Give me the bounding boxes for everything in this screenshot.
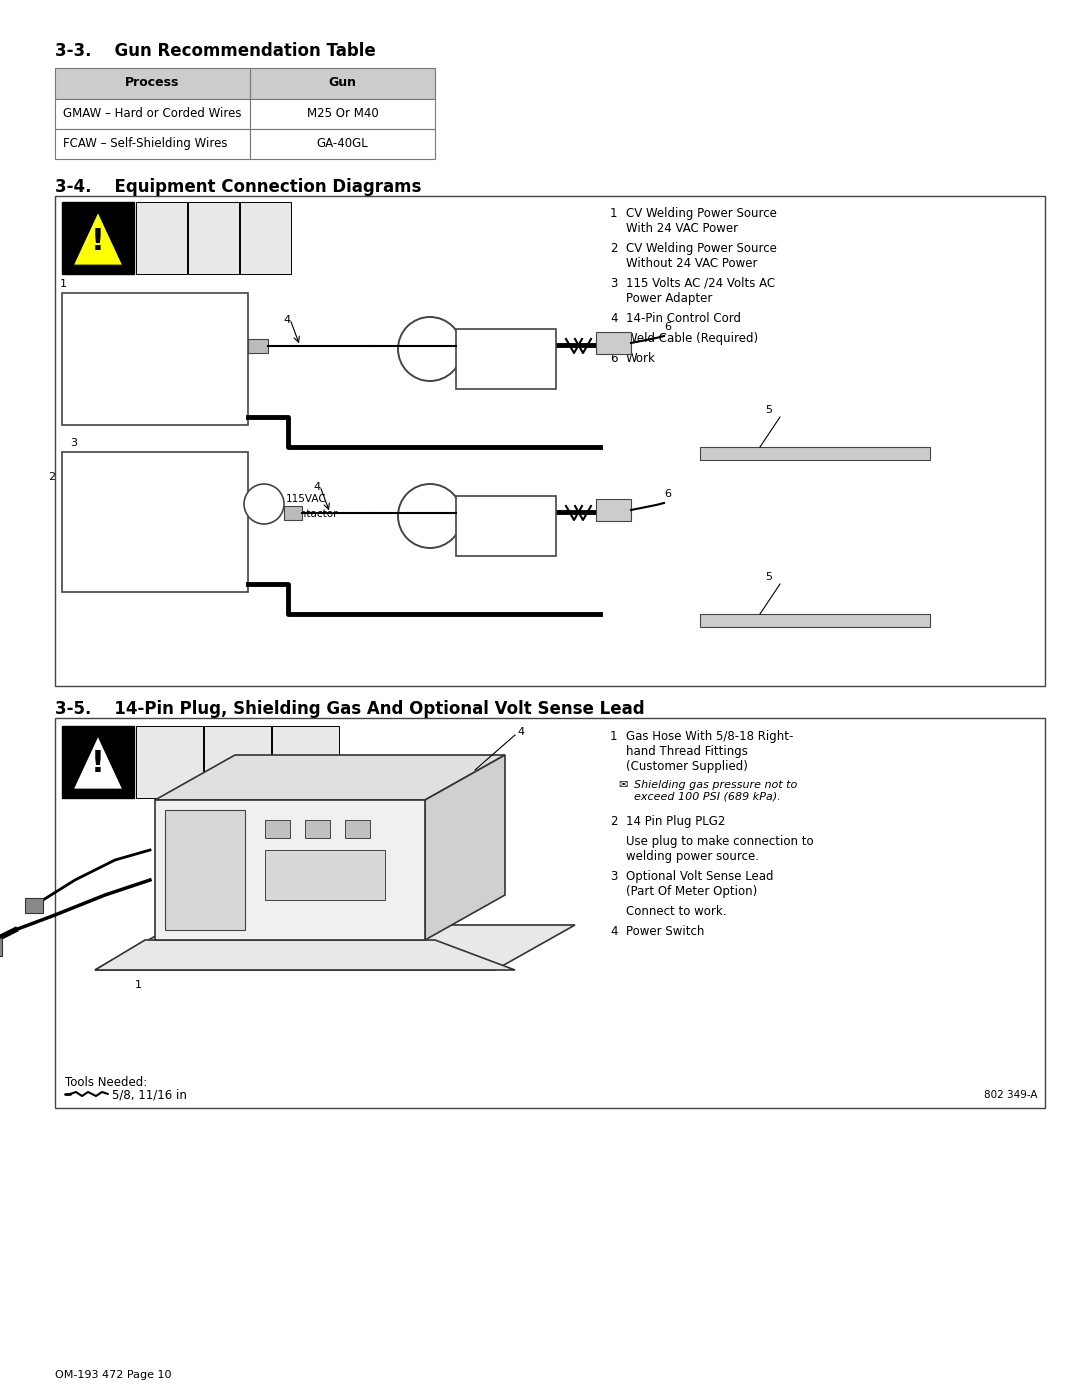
Text: 6: 6 xyxy=(664,321,671,332)
Bar xyxy=(62,453,248,592)
Text: 3: 3 xyxy=(610,870,618,883)
Text: ✉: ✉ xyxy=(618,780,627,789)
Text: GA-40GL: GA-40GL xyxy=(316,137,368,149)
Bar xyxy=(136,726,203,798)
Text: M25 Or M40: M25 Or M40 xyxy=(307,108,378,120)
Bar xyxy=(596,332,631,353)
Text: 5: 5 xyxy=(610,332,618,345)
Polygon shape xyxy=(95,925,575,970)
Circle shape xyxy=(399,483,462,548)
Bar xyxy=(62,293,248,425)
Text: !: ! xyxy=(91,750,105,778)
Text: 6: 6 xyxy=(664,489,671,499)
Bar xyxy=(136,203,187,274)
Bar xyxy=(55,718,1045,1108)
Bar xyxy=(345,820,370,838)
Bar xyxy=(0,937,2,956)
Text: Gas Hose With 5/8-18 Right-
hand Thread Fittings
(Customer Supplied): Gas Hose With 5/8-18 Right- hand Thread … xyxy=(626,731,794,773)
Bar xyxy=(156,800,426,940)
Text: 5: 5 xyxy=(765,405,772,415)
Polygon shape xyxy=(95,940,515,970)
Text: 1: 1 xyxy=(60,279,67,289)
Text: 3-3.    Gun Recommendation Table: 3-3. Gun Recommendation Table xyxy=(55,42,376,60)
Bar xyxy=(284,506,302,520)
Text: 3-5.    14-Pin Plug, Shielding Gas And Optional Volt Sense Lead: 3-5. 14-Pin Plug, Shielding Gas And Opti… xyxy=(55,700,645,718)
Bar xyxy=(62,726,134,798)
Text: 1: 1 xyxy=(610,731,618,743)
Text: 6: 6 xyxy=(610,352,618,365)
Bar xyxy=(596,499,631,521)
Bar xyxy=(700,447,930,460)
Text: 1: 1 xyxy=(610,207,618,219)
Text: Use plug to make connection to
welding power source.: Use plug to make connection to welding p… xyxy=(626,835,813,863)
Text: Work: Work xyxy=(626,352,656,365)
Bar xyxy=(248,339,268,353)
Bar xyxy=(700,615,930,627)
Bar xyxy=(62,203,134,274)
Bar xyxy=(305,820,330,838)
Bar xyxy=(55,129,249,159)
Bar xyxy=(249,99,435,129)
Text: 2: 2 xyxy=(610,242,618,256)
Text: OM-193 472 Page 10: OM-193 472 Page 10 xyxy=(55,1370,172,1380)
Text: !: ! xyxy=(91,228,105,257)
Text: 4: 4 xyxy=(283,314,291,326)
Bar xyxy=(165,810,245,930)
Bar xyxy=(188,203,239,274)
Text: 2: 2 xyxy=(48,472,55,482)
Text: 5: 5 xyxy=(765,571,772,583)
Bar xyxy=(25,898,43,914)
Text: 115VAC: 115VAC xyxy=(286,495,327,504)
Text: 4: 4 xyxy=(517,726,524,738)
Bar xyxy=(265,820,291,838)
Polygon shape xyxy=(156,754,505,800)
Text: 4: 4 xyxy=(610,925,618,937)
Bar xyxy=(55,196,1045,686)
Polygon shape xyxy=(426,754,505,940)
Text: Weld Cable (Required): Weld Cable (Required) xyxy=(626,332,758,345)
Circle shape xyxy=(244,483,284,524)
Text: Tools Needed:: Tools Needed: xyxy=(65,1076,147,1090)
Bar xyxy=(456,330,556,388)
Text: 14-Pin Control Cord: 14-Pin Control Cord xyxy=(626,312,741,326)
Text: 14 Pin Plug PLG2: 14 Pin Plug PLG2 xyxy=(626,814,726,828)
Text: CV Welding Power Source
Without 24 VAC Power: CV Welding Power Source Without 24 VAC P… xyxy=(626,242,777,270)
Text: 3-4.    Equipment Connection Diagrams: 3-4. Equipment Connection Diagrams xyxy=(55,177,421,196)
Text: Shielding gas pressure not to
exceed 100 PSI (689 kPa).: Shielding gas pressure not to exceed 100… xyxy=(634,780,797,802)
Bar xyxy=(272,726,339,798)
Bar xyxy=(456,496,556,556)
Text: Optional Volt Sense Lead
(Part Of Meter Option): Optional Volt Sense Lead (Part Of Meter … xyxy=(626,870,773,898)
Text: 1: 1 xyxy=(135,981,141,990)
Text: GMAW – Hard or Corded Wires: GMAW – Hard or Corded Wires xyxy=(63,108,242,120)
Text: Gun: Gun xyxy=(328,75,356,89)
Text: Connect to work.: Connect to work. xyxy=(626,905,727,918)
Bar xyxy=(249,129,435,159)
Text: 2: 2 xyxy=(610,814,618,828)
Text: Power Switch: Power Switch xyxy=(626,925,704,937)
Text: 115 Volts AC /24 Volts AC
Power Adapter: 115 Volts AC /24 Volts AC Power Adapter xyxy=(626,277,775,305)
Bar xyxy=(55,68,249,99)
Text: 4: 4 xyxy=(610,312,618,326)
Bar xyxy=(265,849,384,900)
Bar xyxy=(249,68,435,99)
Text: 3: 3 xyxy=(610,277,618,291)
Circle shape xyxy=(399,317,462,381)
Text: Process: Process xyxy=(125,75,179,89)
Text: CV Welding Power Source
With 24 VAC Power: CV Welding Power Source With 24 VAC Powe… xyxy=(626,207,777,235)
Text: 3: 3 xyxy=(70,439,77,448)
Bar xyxy=(55,99,249,129)
Text: 5/8, 11/16 in: 5/8, 11/16 in xyxy=(112,1088,187,1101)
Text: Contactor: Contactor xyxy=(286,509,337,520)
Text: 802 349-A: 802 349-A xyxy=(984,1090,1037,1099)
Polygon shape xyxy=(72,733,124,789)
Bar xyxy=(240,203,291,274)
Polygon shape xyxy=(72,210,124,265)
Bar xyxy=(204,726,271,798)
Text: 4: 4 xyxy=(313,482,320,492)
Text: FCAW – Self-Shielding Wires: FCAW – Self-Shielding Wires xyxy=(63,137,228,149)
